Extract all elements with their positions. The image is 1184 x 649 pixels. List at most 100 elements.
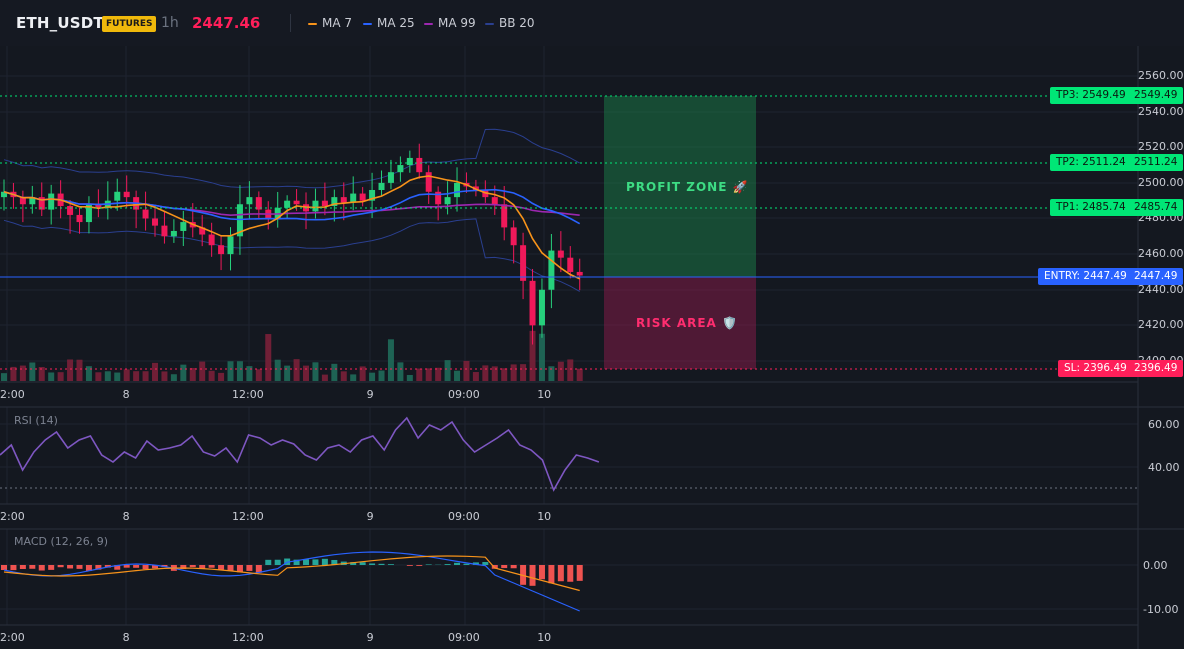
candle-body <box>340 197 347 203</box>
candle-body <box>67 206 74 215</box>
macd-hist-bar <box>576 565 583 581</box>
macd-hist-bar <box>472 562 479 565</box>
candle-body <box>95 204 102 208</box>
macd-hist-bar <box>321 558 328 565</box>
volume-bar <box>557 361 564 381</box>
candle-body <box>293 200 300 205</box>
candle-body <box>501 204 508 228</box>
candle-body <box>567 257 574 272</box>
candle-body <box>19 197 26 205</box>
volume-bar <box>123 369 130 381</box>
profit-zone[interactable] <box>604 96 756 277</box>
macd-hist-bar <box>67 565 74 569</box>
macd-hist-bar <box>501 565 508 569</box>
volume-bar <box>85 366 92 381</box>
symbol-title[interactable]: ETH_USDT <box>16 14 104 32</box>
volume-bar <box>57 372 64 381</box>
sl-tag[interactable]: SL: 2396.49 <box>1058 360 1133 377</box>
volume-bar <box>218 372 225 381</box>
volume-bar <box>406 374 413 381</box>
volume-bar <box>142 371 149 381</box>
macd-hist-bar <box>208 565 215 568</box>
macd-hist-bar <box>265 559 272 565</box>
time-tick-09:00: 09:00 <box>448 510 480 523</box>
candle-body <box>406 157 413 166</box>
ma7-line <box>3 175 581 280</box>
time-tick-12:00: 12:00 <box>232 388 264 401</box>
volume-bar <box>152 362 159 381</box>
tp1-tag[interactable]: TP1: 2485.74 <box>1050 199 1132 216</box>
macd-hist-bar <box>255 565 262 573</box>
tp2-tag[interactable]: TP2: 2511.24 <box>1050 154 1132 171</box>
macd-hist-bar <box>227 565 234 571</box>
volume-bar <box>199 361 206 381</box>
macd-hist-bar <box>510 565 517 569</box>
volume-bar <box>529 330 536 381</box>
macd-hist-bar <box>548 565 555 584</box>
bb20-swatch <box>485 22 494 25</box>
legend-bb20[interactable]: BB 20 <box>485 16 535 30</box>
ma99-swatch <box>424 22 433 25</box>
ma7-swatch <box>308 22 317 25</box>
legend-ma25[interactable]: MA 25 <box>363 16 415 30</box>
candle-body <box>529 280 536 326</box>
header-divider <box>290 14 291 32</box>
macd-hist-bar <box>444 564 451 565</box>
time-tick-2:00: 2:00 <box>0 631 25 644</box>
volume-bar <box>548 366 555 381</box>
candle-body <box>435 191 442 205</box>
macd-hist-bar <box>38 565 45 571</box>
candle-body <box>454 182 461 198</box>
macd-hist-bar <box>133 565 140 568</box>
price-tick-2540.00: 2540.00 <box>1138 105 1184 118</box>
candle-body <box>255 197 262 210</box>
volume-bars <box>1 330 583 381</box>
volume-bar <box>10 366 17 381</box>
volume-bar <box>378 370 385 381</box>
macd-hist-bar <box>482 562 489 565</box>
candle-body <box>359 193 366 201</box>
macd-hist-bar <box>350 562 357 565</box>
macd-hist-bar <box>274 559 281 565</box>
price-chart-pane[interactable] <box>0 46 1184 406</box>
entry-tag[interactable]: ENTRY: 2447.49 <box>1038 268 1133 285</box>
volume-bar <box>227 361 234 381</box>
candle-body <box>331 197 338 207</box>
macd-tick-minus10: -10.00 <box>1143 603 1179 616</box>
rsi-tick-40: 40.00 <box>1148 461 1180 474</box>
volume-bar <box>255 369 262 381</box>
macd-title: MACD (12, 26, 9) <box>14 535 109 548</box>
volume-bar <box>444 360 451 381</box>
candle-body <box>378 182 385 190</box>
legend-ma7[interactable]: MA 7 <box>308 16 352 30</box>
rsi-pane[interactable] <box>0 406 1184 528</box>
macd-hist-bar <box>303 559 310 565</box>
candle-body <box>85 204 92 223</box>
macd-hist-bar <box>76 565 83 569</box>
price-tick-2440.00: 2440.00 <box>1138 283 1184 296</box>
macd-hist-bar <box>454 562 461 565</box>
legend-ma99[interactable]: MA 99 <box>424 16 476 30</box>
candle-body <box>38 197 45 210</box>
candle-body <box>227 236 234 255</box>
volume-bar <box>246 366 253 381</box>
macd-signal-line <box>3 555 580 592</box>
macd-hist-bar <box>491 565 498 569</box>
ma7-label: MA 7 <box>322 16 353 30</box>
tp3-tag[interactable]: TP3: 2549.49 <box>1050 87 1132 104</box>
macd-pane[interactable] <box>0 528 1184 649</box>
time-tick-9: 9 <box>366 510 374 523</box>
macd-hist-bar <box>425 564 432 565</box>
macd-hist-bar <box>236 565 243 573</box>
tp2-axis-tag: 2511.24 <box>1128 154 1184 171</box>
candle-body <box>284 200 291 208</box>
candle-body <box>472 186 479 190</box>
macd-hist-bar <box>10 565 17 571</box>
candle-body <box>520 245 527 281</box>
time-tick-10: 10 <box>537 631 552 644</box>
macd-hist-bar <box>104 565 111 568</box>
candle-body <box>350 193 357 203</box>
timeframe-selector[interactable]: 1h <box>161 15 179 31</box>
rsi-tick-60: 60.00 <box>1148 418 1180 431</box>
risk-zone[interactable] <box>604 277 756 369</box>
